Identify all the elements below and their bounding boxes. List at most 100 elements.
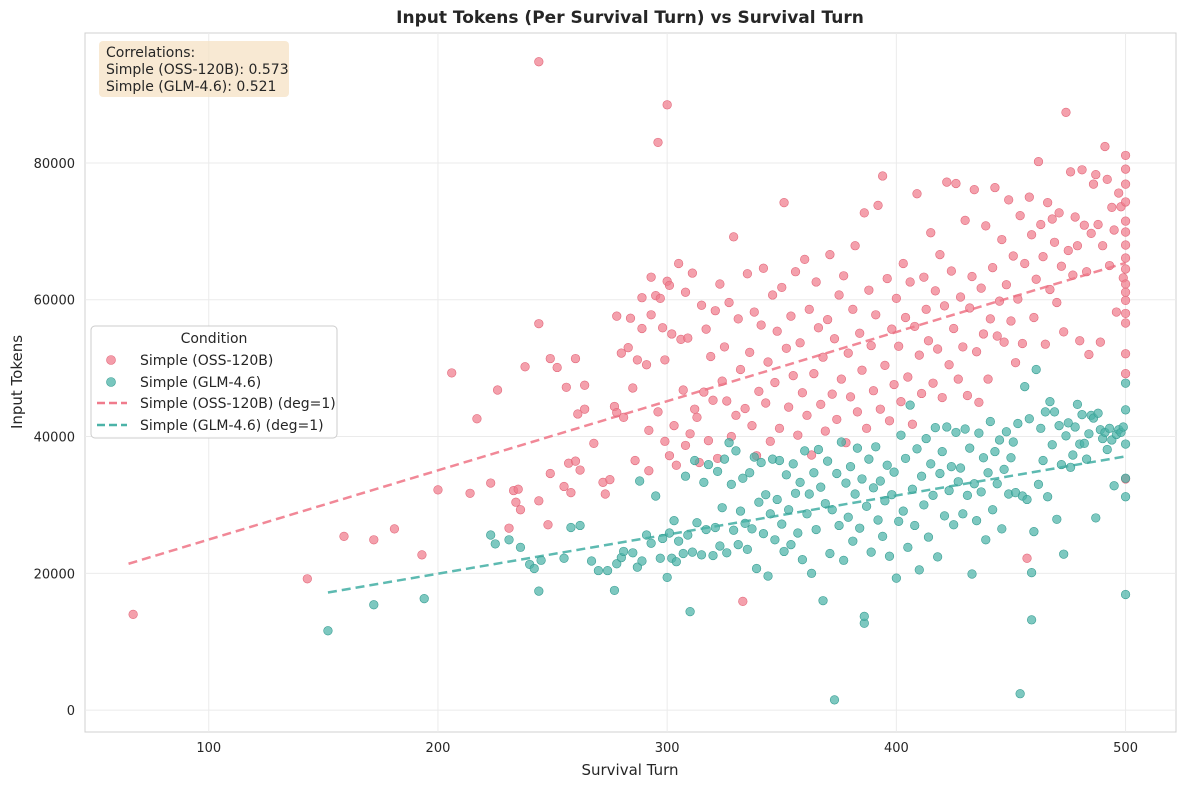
x-tick-label: 300	[655, 741, 680, 756]
data-point-glm-4-6	[834, 520, 844, 531]
correlation-annotation: Correlations: Simple (OSS-120B): 0.573 S…	[99, 41, 289, 97]
legend-marker-oss	[106, 355, 116, 365]
data-point-oss-120b	[1120, 216, 1131, 226]
data-point-glm-4-6	[735, 506, 746, 516]
data-point-oss-120b	[992, 331, 1002, 341]
data-point-glm-4-6	[795, 477, 805, 487]
data-point-oss-120b	[852, 407, 863, 417]
data-point-oss-120b	[768, 290, 778, 300]
data-point-oss-120b	[997, 234, 1007, 245]
data-point-glm-4-6	[988, 505, 998, 515]
data-point-oss-120b	[710, 306, 720, 316]
data-point-glm-4-6	[832, 468, 842, 479]
data-point-oss-120b	[855, 328, 865, 338]
data-point-oss-120b	[894, 341, 904, 351]
data-point-glm-4-6	[692, 518, 702, 528]
data-point-oss-120b	[825, 250, 835, 260]
data-point-oss-120b	[804, 304, 814, 314]
data-point-oss-120b	[967, 271, 977, 282]
data-point-oss-120b	[990, 182, 1000, 193]
data-point-glm-4-6	[685, 607, 695, 617]
data-point-oss-120b	[930, 286, 940, 296]
data-point-glm-4-6	[871, 442, 881, 452]
data-point-glm-4-6	[806, 568, 817, 578]
data-point-glm-4-6	[937, 446, 947, 457]
data-point-oss-120b	[850, 241, 860, 251]
data-point-glm-4-6	[612, 559, 622, 569]
data-point-glm-4-6	[994, 435, 1005, 445]
data-point-glm-4-6	[813, 444, 824, 455]
data-point-glm-4-6	[829, 695, 840, 705]
data-point-oss-120b	[994, 296, 1005, 306]
data-point-oss-120b	[896, 397, 906, 407]
data-point-oss-120b	[623, 343, 633, 353]
data-point-oss-120b	[1024, 192, 1034, 202]
data-point-oss-120b	[492, 385, 503, 395]
data-point-glm-4-6	[887, 490, 897, 500]
data-point-oss-120b	[772, 326, 782, 336]
data-point-oss-120b	[818, 352, 828, 362]
data-point-oss-120b	[1088, 179, 1099, 189]
data-point-oss-120b	[889, 379, 899, 390]
data-point-oss-120b	[637, 293, 647, 303]
data-point-glm-4-6	[1047, 440, 1057, 450]
data-point-glm-4-6	[825, 548, 835, 559]
y-tick-label: 0	[67, 704, 75, 719]
data-point-oss-120b	[1111, 307, 1122, 317]
data-point-glm-4-6	[740, 518, 750, 528]
data-point-glm-4-6	[323, 626, 333, 636]
data-point-oss-120b	[836, 374, 846, 384]
data-point-oss-120b	[1070, 212, 1080, 222]
data-point-oss-120b	[788, 371, 798, 381]
data-point-oss-120b	[960, 215, 970, 226]
data-point-oss-120b	[839, 271, 849, 281]
data-point-oss-120b	[829, 334, 840, 344]
data-point-glm-4-6	[646, 538, 656, 548]
data-point-glm-4-6	[1013, 418, 1023, 429]
data-point-glm-4-6	[772, 494, 782, 505]
data-point-glm-4-6	[749, 452, 759, 462]
data-point-oss-120b	[985, 314, 995, 324]
data-point-oss-120b	[630, 455, 640, 466]
data-point-glm-4-6	[944, 485, 954, 496]
data-point-oss-120b	[864, 285, 874, 295]
legend-box	[90, 325, 338, 439]
data-point-glm-4-6	[919, 500, 929, 510]
data-point-oss-120b	[669, 420, 679, 431]
data-point-oss-120b	[949, 323, 959, 334]
data-point-glm-4-6	[809, 468, 819, 478]
data-point-oss-120b	[816, 399, 826, 409]
data-point-oss-120b	[1109, 225, 1119, 235]
data-point-glm-4-6	[1120, 439, 1131, 449]
data-point-oss-120b	[944, 360, 954, 370]
data-point-oss-120b	[552, 362, 562, 373]
data-point-glm-4-6	[949, 520, 959, 530]
data-point-oss-120b	[802, 410, 812, 420]
data-point-glm-4-6	[1120, 378, 1131, 388]
data-point-glm-4-6	[1024, 414, 1034, 424]
data-point-oss-120b	[417, 550, 427, 560]
data-point-oss-120b	[1031, 274, 1041, 284]
data-point-oss-120b	[680, 440, 691, 451]
data-point-glm-4-6	[745, 468, 755, 478]
data-point-glm-4-6	[632, 562, 642, 572]
data-point-oss-120b	[447, 368, 457, 378]
data-point-glm-4-6	[786, 539, 796, 550]
data-point-glm-4-6	[999, 464, 1009, 474]
data-point-glm-4-6	[960, 424, 970, 434]
data-point-oss-120b	[928, 378, 938, 388]
data-point-oss-120b	[1006, 316, 1016, 326]
data-point-oss-120b	[696, 300, 707, 310]
data-point-oss-120b	[868, 386, 879, 396]
data-point-glm-4-6	[765, 509, 775, 519]
data-point-oss-120b	[774, 423, 785, 433]
data-point-glm-4-6	[779, 546, 789, 557]
data-point-glm-4-6	[816, 482, 826, 492]
data-point-oss-120b	[625, 313, 636, 323]
data-point-glm-4-6	[486, 530, 496, 540]
data-point-glm-4-6	[628, 548, 638, 558]
data-point-glm-4-6	[951, 427, 961, 438]
data-point-oss-120b	[747, 420, 757, 431]
data-point-glm-4-6	[958, 509, 968, 519]
data-point-glm-4-6	[978, 453, 989, 463]
